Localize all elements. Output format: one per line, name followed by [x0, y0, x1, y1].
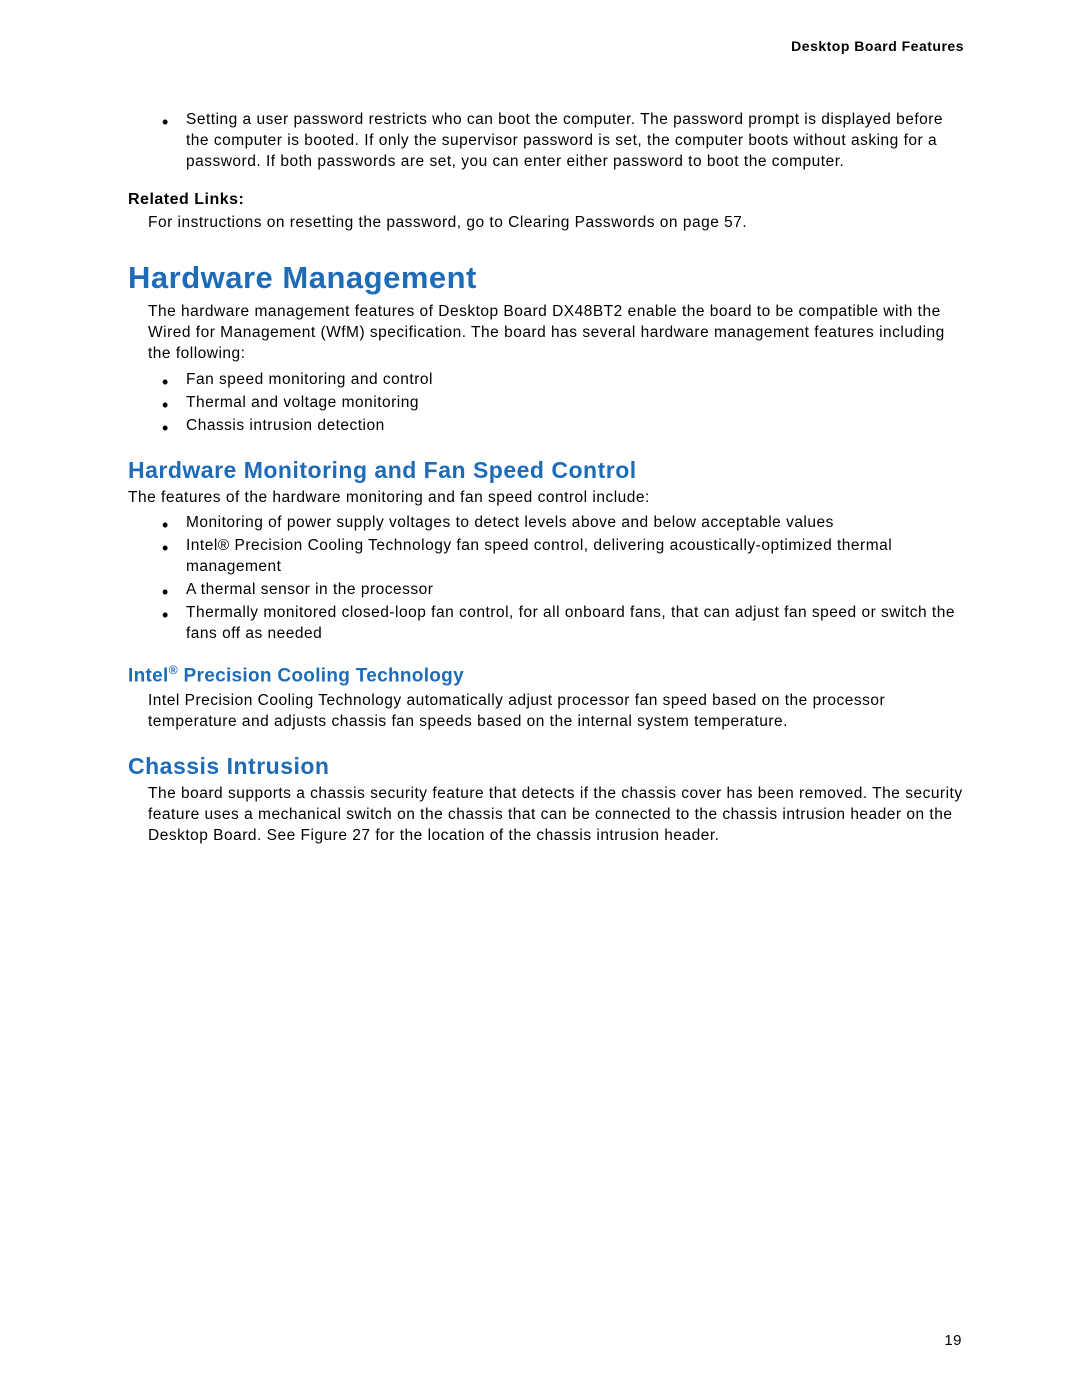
- related-links-label: Related Links:: [128, 191, 970, 209]
- heading-suffix: Precision Cooling Technology: [178, 665, 464, 686]
- list-item: Fan speed monitoring and control: [158, 370, 970, 391]
- heading-prefix: Intel: [128, 665, 169, 686]
- password-bullet-list: Setting a user password restricts who ca…: [158, 110, 970, 173]
- list-item: Thermally monitored closed-loop fan cont…: [158, 603, 970, 645]
- list-item: A thermal sensor in the processor: [158, 580, 970, 601]
- hardware-management-bullets: Fan speed monitoring and control Thermal…: [158, 370, 970, 437]
- monitoring-bullets: Monitoring of power supply voltages to d…: [158, 513, 970, 645]
- heading-hardware-management: Hardware Management: [128, 260, 970, 296]
- running-header: Desktop Board Features: [128, 38, 970, 54]
- list-item: Monitoring of power supply voltages to d…: [158, 513, 970, 534]
- monitoring-intro: The features of the hardware monitoring …: [128, 488, 970, 509]
- precision-cooling-text: Intel Precision Cooling Technology autom…: [148, 691, 970, 733]
- chassis-intrusion-text: The board supports a chassis security fe…: [148, 784, 970, 847]
- list-item: Intel® Precision Cooling Technology fan …: [158, 536, 970, 578]
- hardware-management-intro: The hardware management features of Desk…: [148, 302, 970, 365]
- heading-precision-cooling: Intel® Precision Cooling Technology: [128, 663, 970, 687]
- document-page: Desktop Board Features Setting a user pa…: [0, 0, 1080, 1397]
- list-item: Thermal and voltage monitoring: [158, 393, 970, 414]
- page-number: 19: [944, 1332, 962, 1349]
- heading-monitoring: Hardware Monitoring and Fan Speed Contro…: [128, 457, 970, 484]
- registered-mark-icon: ®: [169, 663, 178, 677]
- heading-chassis-intrusion: Chassis Intrusion: [128, 753, 970, 780]
- list-item: Setting a user password restricts who ca…: [158, 110, 970, 173]
- related-links-text: For instructions on resetting the passwo…: [148, 213, 970, 234]
- list-item: Chassis intrusion detection: [158, 416, 970, 437]
